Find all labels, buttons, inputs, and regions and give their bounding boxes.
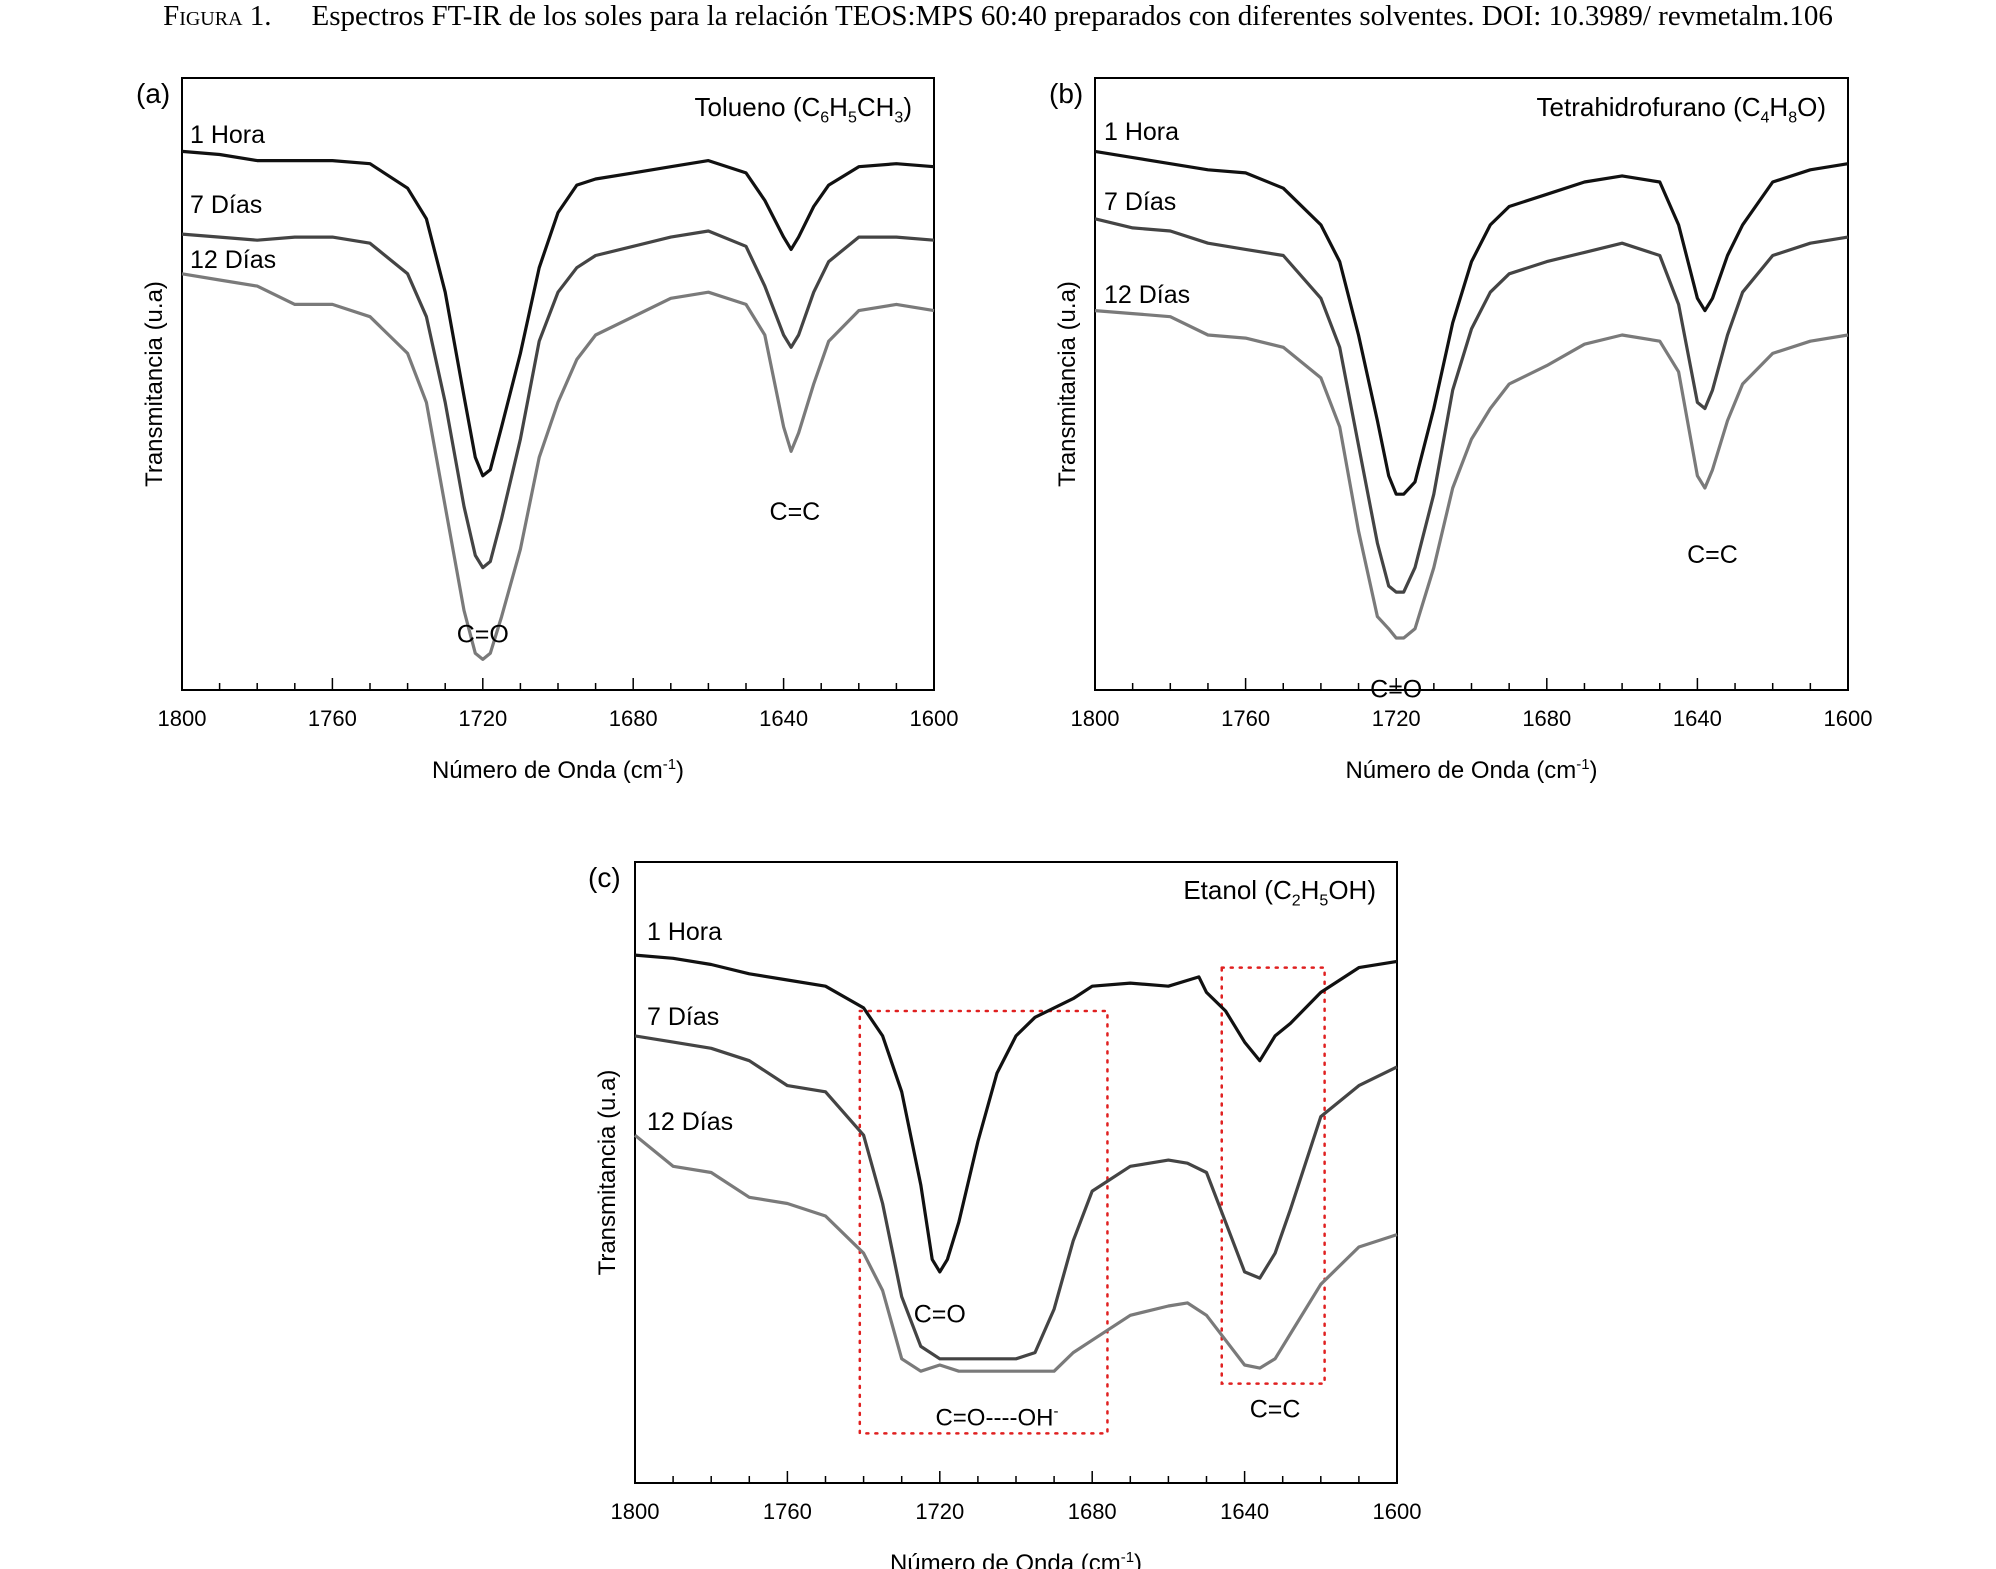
series-line [634,1034,1398,1361]
panel-label: (c) [588,862,621,893]
series-line [181,272,935,661]
caption-label: Figura 1. [163,0,272,32]
x-tick-label: 1720 [458,706,507,731]
x-tick-label: 1680 [1068,1499,1117,1524]
x-tick-label: 1640 [759,706,808,731]
series-line [181,229,935,570]
chart-panel-b: 1800 1760 1720 1680 1640 1600 Número de Onda (… [1049,77,1873,784]
chart-title: Tetrahidrofurano (C4H8O) [1537,92,1826,127]
series-line [1094,217,1849,594]
series-line [181,149,935,478]
caption-text: Espectros FT-IR de los soles para la rel… [311,0,1833,32]
chart-title: Tolueno (C6H5CH3) [695,92,912,127]
peak-annotation: C=C [770,498,821,526]
panel-label: (b) [1049,78,1083,109]
peak-annotation: C=O [457,621,509,649]
series-label: 12 Días [190,246,276,274]
peak-annotation: C=O [1370,676,1422,704]
x-tick-label: 1640 [1673,706,1722,731]
series-label: 1 Hora [190,121,265,149]
x-axis-label: Número de Onda (cm-1) [890,1549,1142,1569]
peak-annotation: C=O [914,1301,966,1329]
highlight-region-box [858,1009,1109,1435]
x-axis-label: Número de Onda (cm-1) [432,756,684,784]
plot-frame [634,861,1398,1484]
series-line [633,1133,1398,1373]
series-label: 7 Días [647,1003,719,1031]
x-tick-label: 1720 [915,1499,964,1524]
x-tick-label: 1600 [1824,706,1873,731]
x-axis-label: Número de Onda (cm-1) [1345,756,1597,784]
x-tick-label: 1680 [609,706,658,731]
x-tick-label: 1800 [158,706,207,731]
chart-panel-a: 1800 1760 1720 1680 1640 1600 Número de Onda (… [136,77,959,784]
x-tick-label: 1800 [1071,706,1120,731]
chart-panel-c: 1800 1760 1720 1680 1640 1600 Número de Onda (… [588,861,1422,1569]
x-tick-label: 1760 [1221,706,1270,731]
figure-caption: Figura 1. Espectros FT-IR de los soles pa… [40,0,1956,32]
x-tick-label: 1600 [1373,1499,1422,1524]
y-axis-label: Transmitancia (u.a) [141,281,168,487]
series-line [634,953,1398,1274]
plot-frame [181,77,935,691]
highlight-region-box [1220,966,1326,1385]
peak-annotation: C=O----OH- [935,1403,1058,1431]
x-tick-label: 1760 [308,706,357,731]
series-label: 12 Días [647,1108,733,1136]
chart-title: Etanol (C2H5OH) [1183,875,1376,910]
series-label: 7 Días [1104,188,1176,216]
panel-label: (a) [136,78,170,109]
x-tick-label: 1680 [1522,706,1571,731]
series-label: 1 Hora [647,918,722,946]
x-tick-label: 1600 [910,706,959,731]
y-axis-label: Transmitancia (u.a) [594,1070,621,1276]
x-tick-label: 1760 [763,1499,812,1524]
peak-annotation: C=C [1250,1396,1301,1424]
x-tick-label: 1720 [1372,706,1421,731]
series-label: 12 Días [1104,281,1190,309]
series-line [1094,309,1849,640]
x-tick-label: 1800 [611,1499,660,1524]
y-axis-label: Transmitancia (u.a) [1054,281,1081,487]
series-label: 7 Días [190,191,262,219]
x-tick-label: 1640 [1220,1499,1269,1524]
series-line [1094,149,1849,496]
series-label: 1 Hora [1104,118,1179,146]
peak-annotation: C=C [1687,541,1738,569]
